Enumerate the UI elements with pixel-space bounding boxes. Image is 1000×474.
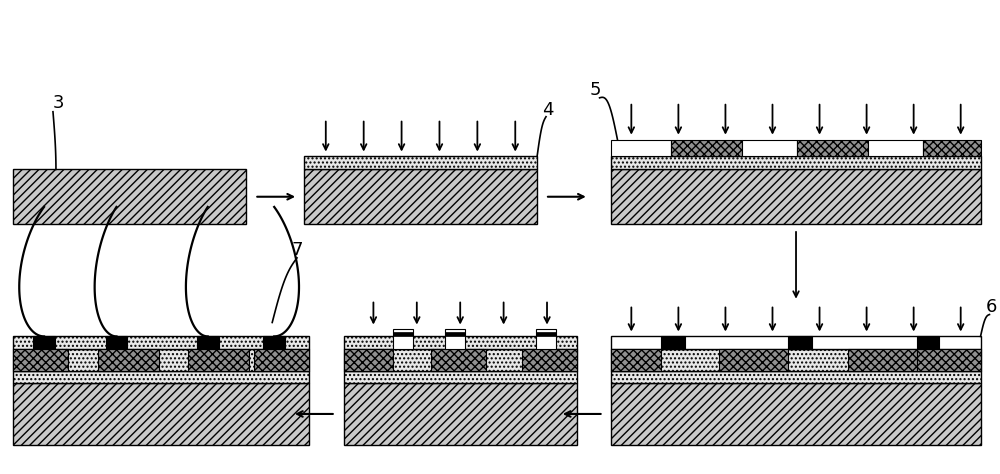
Bar	[611, 383, 981, 445]
Bar	[197, 337, 219, 349]
Bar	[304, 156, 537, 169]
Bar	[848, 349, 917, 371]
Bar	[393, 332, 413, 336]
Bar	[304, 169, 537, 224]
Bar	[797, 139, 868, 156]
Bar	[611, 139, 671, 156]
Bar	[611, 349, 981, 371]
Bar	[522, 349, 577, 371]
Bar	[536, 329, 556, 349]
Bar	[13, 349, 68, 371]
Bar	[431, 349, 486, 371]
Bar	[188, 349, 249, 371]
Bar	[917, 337, 939, 349]
Bar	[611, 371, 981, 383]
Bar	[536, 332, 556, 336]
Bar	[33, 337, 55, 349]
Bar	[611, 349, 661, 371]
Bar	[671, 139, 742, 156]
Bar	[661, 337, 685, 349]
Bar	[611, 169, 981, 224]
Bar	[611, 156, 981, 169]
Bar	[106, 337, 127, 349]
Bar	[344, 383, 577, 445]
Bar	[13, 383, 309, 445]
Bar	[393, 329, 413, 349]
Text: 7: 7	[291, 241, 303, 259]
Bar	[254, 349, 309, 371]
Bar	[742, 139, 797, 156]
Bar	[263, 337, 285, 349]
Bar	[13, 371, 309, 383]
Text: 3: 3	[53, 94, 64, 112]
Bar	[868, 139, 923, 156]
Bar	[611, 337, 981, 349]
Bar	[788, 337, 812, 349]
Text: 4: 4	[542, 100, 554, 118]
Text: 5: 5	[590, 81, 601, 99]
Bar	[344, 371, 577, 383]
Bar	[445, 332, 465, 336]
Bar	[719, 349, 788, 371]
Bar	[13, 169, 246, 224]
Bar	[98, 349, 159, 371]
Bar	[923, 139, 981, 156]
Bar	[344, 349, 393, 371]
Bar	[445, 329, 465, 349]
Bar	[13, 337, 309, 349]
Bar	[13, 349, 309, 371]
Text: 6: 6	[985, 298, 997, 316]
Bar	[344, 349, 577, 371]
Bar	[917, 349, 981, 371]
Bar	[344, 337, 577, 349]
